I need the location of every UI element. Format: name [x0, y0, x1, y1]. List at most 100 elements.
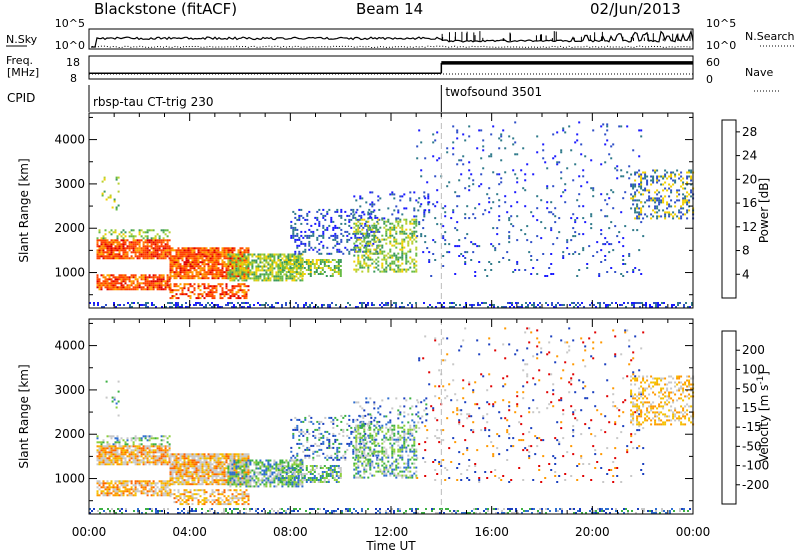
data-cell: [156, 278, 159, 281]
data-cell: [100, 447, 103, 450]
data-cell: [504, 201, 507, 204]
data-cell: [237, 273, 240, 276]
data-cell: [110, 251, 113, 254]
data-cell: [346, 238, 349, 241]
data-cell: [223, 271, 226, 274]
data-cell: [211, 306, 213, 308]
data-cell: [393, 224, 396, 227]
data-cell: [338, 214, 341, 217]
data-cell: [175, 265, 178, 268]
data-cell: [251, 267, 254, 270]
data-cell: [257, 302, 259, 304]
freq-left-tick: 18: [66, 56, 80, 69]
data-cell: [126, 484, 129, 487]
data-cell: [122, 247, 125, 250]
data-cell: [177, 465, 180, 468]
data-cell: [124, 441, 127, 444]
data-cell: [241, 257, 244, 260]
data-cell: [443, 512, 445, 514]
data-cell: [464, 187, 467, 190]
data-cell: [124, 243, 127, 246]
data-cell: [413, 232, 416, 235]
data-cell: [638, 175, 641, 178]
noise-left-label: N.Sky: [6, 33, 38, 46]
data-cell: [516, 263, 519, 265]
data-cell: [138, 480, 141, 483]
data-cell: [468, 169, 471, 172]
data-cell: [158, 494, 161, 497]
data-cell: [409, 191, 412, 194]
data-cell: [177, 508, 179, 510]
data-cell: [241, 265, 244, 268]
data-cell: [171, 469, 174, 472]
data-cell: [644, 187, 647, 190]
data-cell: [482, 145, 485, 148]
data-cell: [672, 211, 675, 214]
data-cell: [263, 275, 266, 278]
data-cell: [120, 451, 123, 454]
data-cell: [177, 512, 179, 514]
data-cell: [356, 208, 359, 211]
data-cell: [103, 176, 106, 179]
data-cell: [96, 435, 99, 438]
data-cell: [134, 463, 137, 466]
data-cell: [154, 284, 157, 287]
data-cell: [215, 275, 218, 278]
data-cell: [657, 304, 659, 306]
data-cell: [673, 510, 675, 512]
data-cell: [181, 247, 184, 250]
data-cell: [509, 302, 511, 304]
data-cell: [444, 239, 447, 242]
data-cell: [148, 239, 151, 242]
data-cell: [122, 461, 125, 464]
data-cell: [166, 245, 169, 248]
data-cell: [120, 484, 123, 487]
data-cell: [187, 269, 190, 272]
data-cell: [201, 295, 204, 298]
data-cell: [569, 304, 571, 306]
data-cell: [132, 229, 135, 232]
data-cell: [666, 177, 669, 180]
data-cell: [191, 277, 194, 280]
data-cell: [456, 221, 459, 224]
data-cell: [177, 285, 180, 288]
data-cell: [411, 230, 414, 233]
data-cell: [364, 244, 367, 247]
data-cell: [125, 510, 127, 512]
data-cell: [655, 510, 657, 512]
data-cell: [215, 289, 218, 292]
data-cell: [136, 453, 139, 456]
data-cell: [156, 492, 159, 495]
data-cell: [379, 250, 382, 253]
data-cell: [634, 185, 637, 188]
data-cell: [493, 508, 495, 510]
data-cell: [340, 214, 343, 217]
data-cell: [132, 459, 135, 462]
data-cell: [152, 449, 155, 452]
data-cell: [154, 239, 157, 242]
data-cell: [632, 185, 635, 188]
data-cell: [128, 480, 131, 483]
data-cell: [150, 288, 153, 291]
data-cell: [297, 267, 300, 269]
data-cell: [217, 277, 220, 280]
data-cell: [173, 461, 176, 464]
data-cell: [207, 283, 210, 286]
data-cell: [152, 255, 155, 258]
data-cell: [313, 273, 316, 275]
data-cell: [126, 449, 129, 452]
data-cell: [146, 284, 149, 287]
data-cell: [434, 205, 437, 208]
data-cell: [148, 288, 151, 291]
data-cell: [191, 461, 194, 464]
data-cell: [379, 197, 382, 200]
data-cell: [110, 233, 113, 236]
data-cell: [181, 249, 184, 252]
data-cell: [620, 169, 623, 172]
data-cell: [548, 267, 551, 269]
data-cell: [309, 265, 312, 267]
data-cell: [401, 306, 403, 308]
data-cell: [144, 284, 147, 287]
data-cell: [187, 457, 190, 460]
